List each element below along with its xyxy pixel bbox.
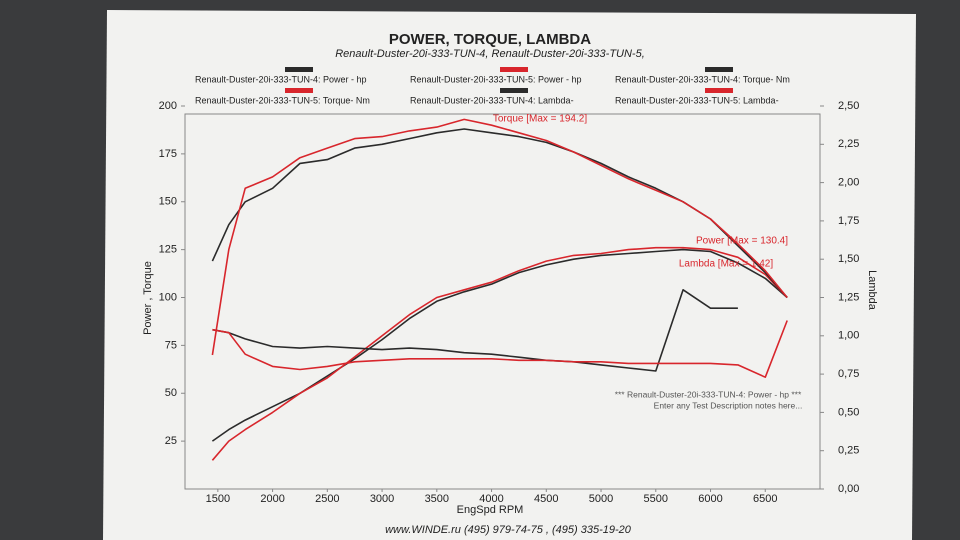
x-tick-label: 3000 bbox=[370, 493, 394, 505]
legend-swatch bbox=[285, 88, 313, 93]
y2-tick-label: 0,25 bbox=[838, 445, 859, 457]
x-tick-label: 5000 bbox=[589, 493, 613, 505]
x-tick-label: 5500 bbox=[644, 493, 668, 505]
annotation: Enter any Test Description notes here... bbox=[654, 400, 803, 410]
y-tick-label: 50 bbox=[165, 387, 177, 399]
x-axis-label: EngSpd RPM bbox=[457, 504, 524, 516]
y2-axis-label: Lambda bbox=[866, 270, 878, 311]
y-tick-label: 125 bbox=[159, 244, 177, 256]
legend-label: Renault-Duster-20i-333-TUN-4: Lambda- bbox=[410, 95, 574, 105]
x-tick-label: 6000 bbox=[698, 493, 722, 505]
legend-label: Renault-Duster-20i-333-TUN-5: Torque- Nm bbox=[195, 95, 370, 105]
y2-tick-label: 1,50 bbox=[838, 253, 859, 265]
series-line bbox=[211, 246, 788, 461]
legend-swatch bbox=[285, 67, 313, 72]
legend-label: Renault-Duster-20i-333-TUN-4: Torque- Nm bbox=[615, 74, 790, 84]
annotation: *** Renault-Duster-20i-333-TUN-4: Power … bbox=[615, 389, 802, 399]
x-tick-label: 1500 bbox=[206, 493, 230, 505]
y2-tick-label: 0,50 bbox=[838, 406, 859, 418]
y-axis-label: Power , Torque bbox=[142, 261, 154, 335]
chart-subtitle: Renault-Duster-20i-333-TUN-4, Renault-Du… bbox=[335, 48, 645, 60]
y-tick-label: 25 bbox=[165, 435, 177, 447]
y-tick-label: 100 bbox=[159, 291, 177, 303]
x-tick-label: 3500 bbox=[425, 493, 449, 505]
series-line bbox=[212, 289, 738, 372]
plot-frame bbox=[184, 113, 821, 490]
y-tick-label: 175 bbox=[159, 148, 177, 160]
y2-tick-label: 2,00 bbox=[838, 177, 859, 189]
y-tick-label: 75 bbox=[165, 339, 177, 351]
y-tick-label: 200 bbox=[159, 100, 177, 112]
series-line bbox=[211, 248, 788, 442]
y2-tick-label: 1,75 bbox=[838, 215, 859, 227]
x-tick-label: 2500 bbox=[315, 493, 339, 505]
legend-label: Renault-Duster-20i-333-TUN-5: Lambda- bbox=[615, 95, 779, 105]
legend-label: Renault-Duster-20i-333-TUN-5: Power - hp bbox=[410, 74, 582, 84]
series-line bbox=[211, 118, 788, 356]
y2-tick-label: 2,50 bbox=[838, 100, 859, 112]
series-line bbox=[212, 320, 788, 378]
x-tick-label: 6500 bbox=[753, 493, 777, 505]
legend-label: Renault-Duster-20i-333-TUN-4: Power - hp bbox=[195, 74, 367, 84]
y2-tick-label: 0,75 bbox=[838, 368, 859, 380]
legend-swatch bbox=[705, 88, 733, 93]
legend-swatch bbox=[500, 88, 528, 93]
y2-tick-label: 1,00 bbox=[838, 330, 859, 342]
footer: www.WINDE.ru (495) 979-74-75 , (495) 335… bbox=[385, 524, 632, 536]
chart-title: POWER, TORQUE, LAMBDA bbox=[389, 31, 591, 48]
annotation: Power [Max = 130.4] bbox=[696, 236, 788, 247]
y-tick-label: 150 bbox=[159, 196, 177, 208]
annotation: Lambda [Max = 1.42] bbox=[679, 259, 773, 270]
legend-swatch bbox=[500, 67, 528, 72]
y2-tick-label: 2,25 bbox=[838, 138, 859, 150]
y2-tick-label: 1,25 bbox=[838, 291, 859, 303]
x-tick-label: 4500 bbox=[534, 493, 558, 505]
y2-tick-label: 0,00 bbox=[838, 483, 859, 495]
legend-swatch bbox=[705, 67, 733, 72]
x-tick-label: 2000 bbox=[260, 493, 284, 505]
annotation: Torque [Max = 194.2] bbox=[493, 114, 587, 125]
x-tick-label: 4000 bbox=[479, 493, 503, 505]
